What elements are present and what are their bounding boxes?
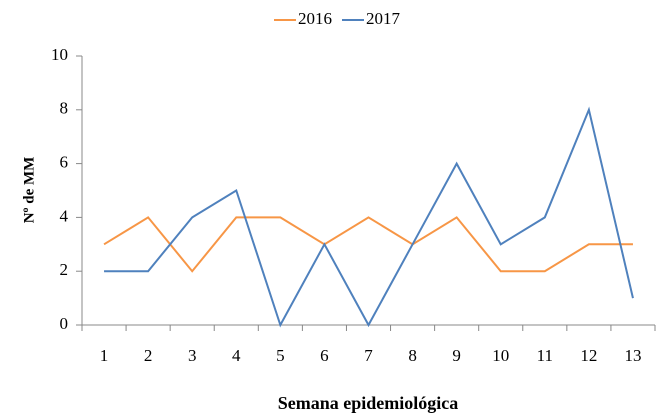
x-tick-label: 5 [276,346,285,365]
x-tick-label: 10 [492,346,509,365]
y-axis-title: Nº de MM [21,157,37,224]
y-tick-label: 4 [60,206,69,225]
x-tick-label: 11 [537,346,553,365]
x-tick-label: 8 [408,346,417,365]
y-tick-label: 10 [51,45,68,64]
y-tick-label: 0 [60,314,69,333]
x-tick-label: 12 [580,346,597,365]
y-tick-label: 6 [60,153,69,172]
x-tick-label: 4 [232,346,241,365]
x-axis-title: Semana epidemiológica [278,393,459,413]
series-line [104,106,634,328]
y-tick-label: 2 [60,260,69,279]
x-tick-label: 6 [320,346,329,365]
y-tick-label: 8 [60,99,69,118]
x-tick-label: 13 [624,346,641,365]
legend-label: 2016 [298,9,332,28]
x-tick-label: 3 [188,346,197,365]
x-tick-label: 9 [452,346,461,365]
x-tick-label: 7 [364,346,373,365]
legend-label: 2017 [366,9,401,28]
series-line [103,216,633,273]
x-tick-label: 1 [100,346,109,365]
x-tick-label: 2 [144,346,153,365]
